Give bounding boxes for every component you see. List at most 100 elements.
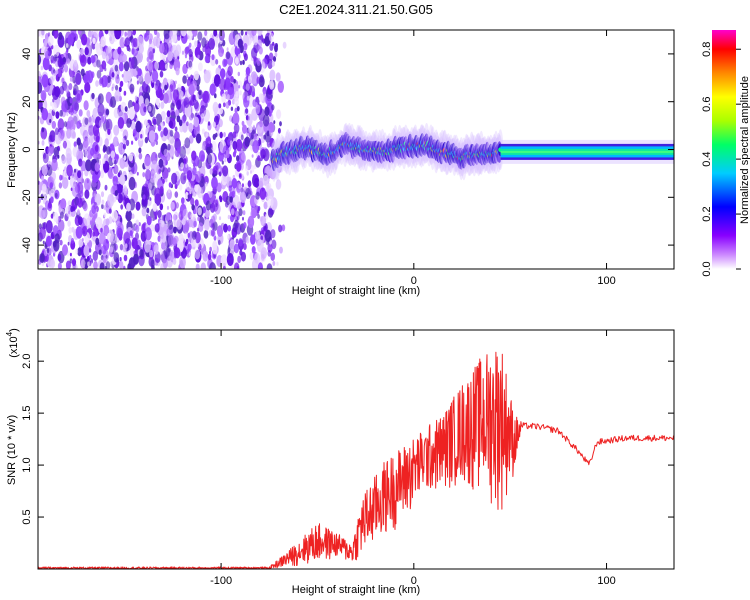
- noise-cell: [234, 216, 237, 221]
- noise-cell: [154, 215, 157, 220]
- noise-cell: [198, 62, 203, 72]
- noise-cell: [80, 160, 87, 172]
- noise-cell: [257, 262, 263, 269]
- noise-cell: [176, 219, 182, 230]
- noise-cell: [239, 152, 246, 164]
- noise-cell: [131, 237, 138, 249]
- noise-cell: [181, 50, 185, 55]
- noise-cell: [101, 199, 105, 205]
- y-tick-label: 0: [21, 146, 33, 152]
- noise-cell: [154, 187, 162, 201]
- noise-cell: [86, 110, 91, 117]
- noise-cell: [202, 46, 206, 53]
- noise-cell: [45, 235, 52, 247]
- noise-cell: [54, 233, 60, 244]
- noise-cell: [203, 219, 210, 231]
- noise-cell: [160, 220, 165, 228]
- noise-cell: [44, 249, 48, 257]
- noise-cell: [119, 157, 126, 169]
- noise-cell: [187, 243, 192, 251]
- noise-cell: [141, 207, 147, 217]
- noise-cell: [102, 255, 107, 264]
- noise-cell: [216, 182, 222, 193]
- noise-cell: [176, 146, 181, 154]
- noise-cell: [149, 249, 154, 258]
- noise-cell: [96, 43, 103, 56]
- noise-cell: [42, 240, 45, 245]
- noise-cell: [92, 37, 96, 45]
- noise-cell: [139, 103, 147, 116]
- noise-cell: [135, 120, 142, 133]
- noise-cell: [185, 238, 189, 245]
- noise-cell: [105, 108, 110, 116]
- noise-cell: [242, 85, 245, 90]
- noise-cell: [119, 257, 122, 262]
- noise-cell: [166, 228, 171, 237]
- noise-cell: [201, 37, 207, 48]
- noise-cell: [166, 110, 171, 118]
- colorbar-ticks: 0.0 0.2 0.4 0.6 0.8: [701, 42, 741, 277]
- noise-cell: [132, 30, 136, 36]
- noise-cell: [191, 45, 195, 53]
- noise-cell: [159, 61, 165, 70]
- noise-cell: [134, 95, 138, 101]
- noise-cell: [157, 210, 162, 219]
- noise-cell: [123, 90, 127, 96]
- noise-cell: [110, 150, 116, 159]
- noise-cell: [156, 32, 160, 39]
- snr-xlabel: Height of straight line (km): [292, 584, 420, 596]
- noise-cell: [138, 95, 144, 106]
- noise-cell: [263, 201, 268, 210]
- noise-cell: [193, 99, 196, 104]
- noise-cell: [203, 70, 211, 84]
- noise-cell: [84, 82, 91, 94]
- noise-cell: [187, 30, 193, 41]
- noise-cell: [163, 148, 168, 157]
- noise-cell: [140, 133, 143, 139]
- noise-cell: [230, 208, 235, 216]
- noise-cell: [57, 253, 62, 261]
- noise-cell: [100, 169, 103, 175]
- noise-cell: [136, 74, 139, 79]
- noise-cell: [116, 225, 123, 238]
- noise-cell: [53, 146, 59, 157]
- noise-cell: [234, 97, 240, 106]
- spectrogram-ticks: -100 0 100 -40 -20 0 20 40: [21, 30, 674, 287]
- noise-cell: [273, 120, 276, 124]
- noise-cell: [75, 248, 79, 255]
- noise-cell: [160, 233, 164, 240]
- noise-cell: [281, 224, 286, 232]
- noise-cell: [138, 253, 145, 267]
- noise-cell: [191, 75, 194, 80]
- noise-cell: [182, 75, 187, 84]
- noise-cell: [137, 68, 142, 77]
- noise-cell: [83, 100, 89, 111]
- noise-cell: [81, 226, 88, 237]
- noise-cell: [191, 230, 197, 240]
- noise-cell: [234, 149, 237, 154]
- noise-cell: [41, 164, 48, 176]
- noise-cell: [165, 116, 170, 124]
- noise-cell: [256, 76, 261, 84]
- noise-cell: [219, 196, 223, 203]
- noise-cell: [245, 187, 251, 200]
- noise-cell: [180, 162, 185, 170]
- noise-cell: [233, 123, 240, 134]
- noise-cell: [252, 35, 259, 46]
- noise-cell: [170, 201, 175, 210]
- y-tick-label: 20: [21, 96, 33, 108]
- noise-cell: [212, 148, 215, 153]
- snr-scale-exp: 4: [5, 331, 14, 336]
- noise-cell: [38, 82, 43, 94]
- noise-cell: [111, 72, 115, 78]
- noise-cell: [172, 213, 177, 221]
- noise-cell: [80, 197, 85, 206]
- noise-cell: [93, 129, 101, 143]
- noise-cell: [94, 144, 99, 152]
- noise-cell: [212, 165, 218, 175]
- noise-cell: [243, 43, 248, 51]
- noise-cell: [195, 263, 200, 269]
- noise-cell: [124, 106, 128, 112]
- noise-cell: [210, 143, 213, 148]
- noise-cell: [158, 158, 164, 168]
